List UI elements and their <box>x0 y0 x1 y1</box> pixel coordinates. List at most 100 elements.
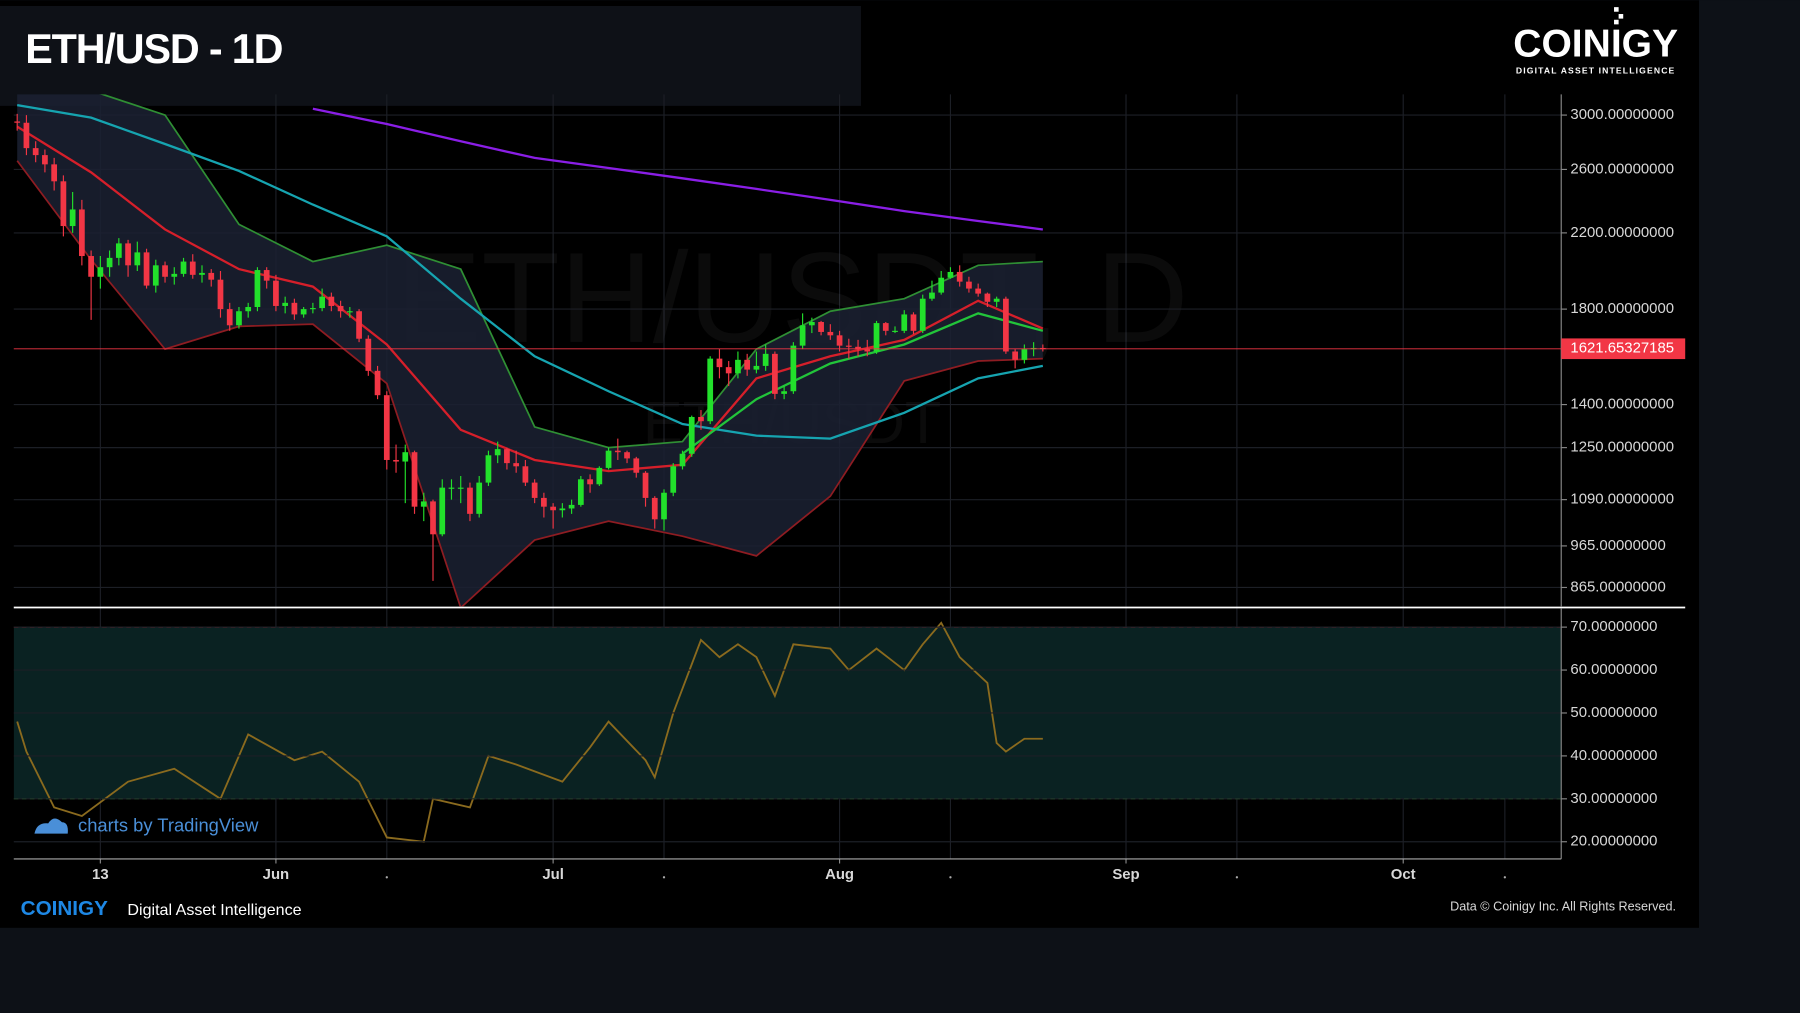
candle-body <box>254 270 261 308</box>
candle-body <box>651 497 658 520</box>
candle-body <box>707 358 714 422</box>
x-tick-label: Jul <box>542 866 564 883</box>
moving-average <box>17 103 1044 440</box>
candle-body <box>476 482 483 514</box>
candle-body <box>504 449 510 464</box>
candle-body <box>282 302 289 306</box>
candle-body <box>836 335 843 346</box>
credit: charts by TradingView <box>78 815 259 836</box>
candle-body <box>873 323 880 352</box>
candle-body <box>550 506 556 511</box>
candle-body <box>448 487 455 489</box>
moving-average <box>16 125 1044 473</box>
candle-body <box>929 292 935 299</box>
candle-body <box>587 479 593 485</box>
y-tick-label: 1400.00000000 <box>1570 396 1674 413</box>
x-minor-tick <box>1235 876 1239 879</box>
logo-mark <box>1614 7 1624 25</box>
y-tick-label: 1800.00000000 <box>1570 300 1674 317</box>
candle-body <box>217 279 224 310</box>
candle-body <box>337 305 344 312</box>
candle-body <box>633 458 640 473</box>
candle-body <box>845 345 852 347</box>
y-tick-label: 2200.00000000 <box>1570 224 1674 241</box>
candle-body <box>69 209 76 227</box>
candle-body <box>79 209 85 257</box>
candle-body <box>919 298 926 331</box>
copyright: Data © Coinigy Inc. All Rights Reserved. <box>1450 899 1676 913</box>
candle-body <box>1003 298 1009 352</box>
logo: COINIGY <box>1513 22 1678 65</box>
candle-body <box>310 308 316 310</box>
candle-body <box>744 359 751 370</box>
candle-body <box>966 281 972 289</box>
candle-body <box>152 265 159 286</box>
candle-body <box>975 288 982 294</box>
candle-body <box>162 265 168 277</box>
candle-body <box>374 370 381 396</box>
candle-body <box>882 323 889 331</box>
candle-body <box>23 122 30 149</box>
y-tick-label: 60.00000000 <box>1570 661 1657 678</box>
last-price-box <box>1561 338 1686 360</box>
candle-body <box>402 452 409 462</box>
candle-body <box>467 487 473 514</box>
footer-brand: COINIGY <box>21 897 108 920</box>
candle-body <box>208 272 215 280</box>
candle-body <box>328 296 335 306</box>
candle-body <box>319 296 325 309</box>
candle-body <box>716 358 723 368</box>
y-tick-label: 865.00000000 <box>1570 578 1665 595</box>
candle-body <box>411 452 418 507</box>
candle-body <box>808 321 815 326</box>
candle-body <box>735 359 741 374</box>
candle-body <box>670 466 677 493</box>
y-tick-label: 70.00000000 <box>1570 618 1657 635</box>
y-tick-label: 50.00000000 <box>1570 704 1657 721</box>
candle-body <box>1012 351 1018 360</box>
candle-body <box>605 450 612 468</box>
y-tick-label: 2600.00000000 <box>1570 160 1674 177</box>
moving-average <box>312 107 1044 231</box>
candle-body <box>273 280 279 306</box>
candle-body <box>642 472 649 498</box>
candle-body <box>827 331 834 336</box>
candle-body <box>439 487 446 535</box>
candle-body <box>51 164 58 182</box>
x-tick-label: Oct <box>1391 866 1416 883</box>
x-minor-tick <box>1503 876 1507 879</box>
candle-body <box>134 252 141 266</box>
candle-body <box>956 271 963 282</box>
x-minor-tick <box>662 876 666 879</box>
candle-body <box>300 309 307 315</box>
band-lower <box>16 160 1043 607</box>
candle-body <box>485 455 492 483</box>
candle-body <box>245 307 252 312</box>
candle-body <box>725 367 732 374</box>
candle-body <box>522 466 529 483</box>
candle-body <box>291 302 298 315</box>
x-tick-label: Jun <box>263 866 290 883</box>
candle-body <box>263 270 270 281</box>
y-tick-label: 3000.00000000 <box>1570 106 1674 123</box>
candle-body <box>910 314 917 331</box>
candle-body <box>356 311 362 339</box>
candle-body <box>189 261 196 275</box>
candle-body <box>88 256 94 277</box>
candle-body <box>531 482 538 498</box>
price-plot <box>14 94 1046 607</box>
candle-body <box>171 273 178 277</box>
candle-body <box>624 452 630 459</box>
y-tick-label: 40.00000000 <box>1570 747 1657 764</box>
candle-body <box>14 121 21 123</box>
candle-body <box>984 293 991 302</box>
candle-body <box>346 311 353 313</box>
candle-body <box>60 181 67 227</box>
candle-body <box>790 345 797 392</box>
x-tick-label: 13 <box>92 866 109 883</box>
candle-body <box>559 508 566 511</box>
candle-body <box>42 155 48 165</box>
candle-body <box>199 272 205 275</box>
candle-body <box>762 353 769 366</box>
